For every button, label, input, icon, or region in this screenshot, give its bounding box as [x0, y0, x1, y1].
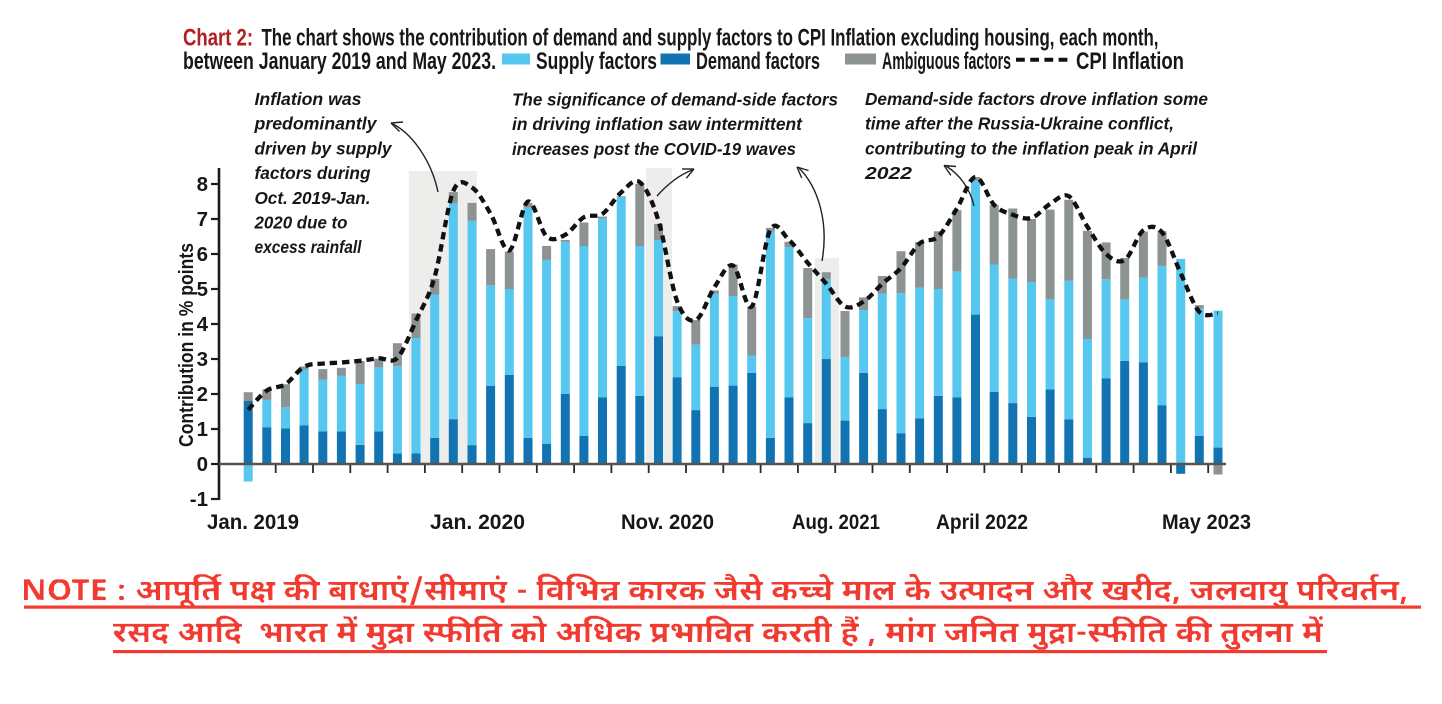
svg-text:1: 1 — [197, 418, 208, 441]
svg-text:Contribution in % points: Contribution in % points — [176, 243, 198, 447]
svg-text:Inflation was: Inflation was — [255, 89, 362, 109]
svg-text:Jan. 2020: Jan. 2020 — [430, 511, 525, 534]
svg-text:increases post the COVID-19 wa: increases post the COVID-19 waves — [512, 139, 796, 159]
svg-text:2020 due to: 2020 due to — [254, 213, 348, 233]
svg-text:predominantly: predominantly — [253, 114, 378, 134]
svg-text:contributing to the inflation: contributing to the inflation peak in Ap… — [865, 138, 1198, 158]
svg-text:The significance of demand-sid: The significance of demand-side factors — [512, 90, 838, 110]
svg-text:April 2022: April 2022 — [936, 511, 1028, 534]
svg-text:Ambiguous factors: Ambiguous factors — [882, 48, 1011, 75]
svg-text:excess rainfall: excess rainfall — [255, 237, 363, 257]
svg-text:between January 2019 and May 2: between January 2019 and May 2023. — [183, 48, 496, 75]
svg-text:factors during: factors during — [255, 163, 372, 183]
svg-text:0: 0 — [197, 453, 208, 476]
svg-text:8: 8 — [197, 173, 208, 196]
svg-text:2022: 2022 — [864, 163, 913, 183]
svg-text:Oct. 2019-Jan.: Oct. 2019-Jan. — [255, 188, 371, 208]
svg-text:2: 2 — [197, 383, 208, 406]
svg-text:6: 6 — [197, 243, 208, 266]
svg-text:May 2023: May 2023 — [1162, 511, 1251, 534]
svg-text:Nov. 2020: Nov. 2020 — [621, 511, 714, 534]
svg-text:CPI Inflation: CPI Inflation — [1076, 48, 1184, 75]
svg-text:Aug. 2021: Aug. 2021 — [792, 511, 880, 534]
svg-text:Demand-side factors drove infl: Demand-side factors drove inflation some — [865, 89, 1208, 109]
svg-text:Chart 2:: Chart 2: — [183, 25, 253, 52]
svg-text:4: 4 — [197, 313, 209, 336]
svg-text:Supply factors: Supply factors — [536, 48, 657, 75]
svg-text:3: 3 — [197, 348, 208, 371]
svg-text:Jan. 2019: Jan. 2019 — [207, 511, 299, 534]
svg-text:in driving inflation saw inter: in driving inflation saw intermittent — [512, 114, 803, 134]
svg-text:The chart shows the contributi: The chart shows the contribution of dema… — [262, 25, 1159, 52]
svg-text:5: 5 — [197, 278, 208, 301]
svg-text:-1: -1 — [190, 488, 208, 511]
svg-text:time after the Russia-Ukraine: time after the Russia-Ukraine conflict, — [865, 114, 1174, 134]
svg-text:Demand factors: Demand factors — [696, 48, 820, 75]
svg-text:driven by supply: driven by supply — [255, 138, 393, 158]
svg-text:7: 7 — [197, 208, 208, 231]
